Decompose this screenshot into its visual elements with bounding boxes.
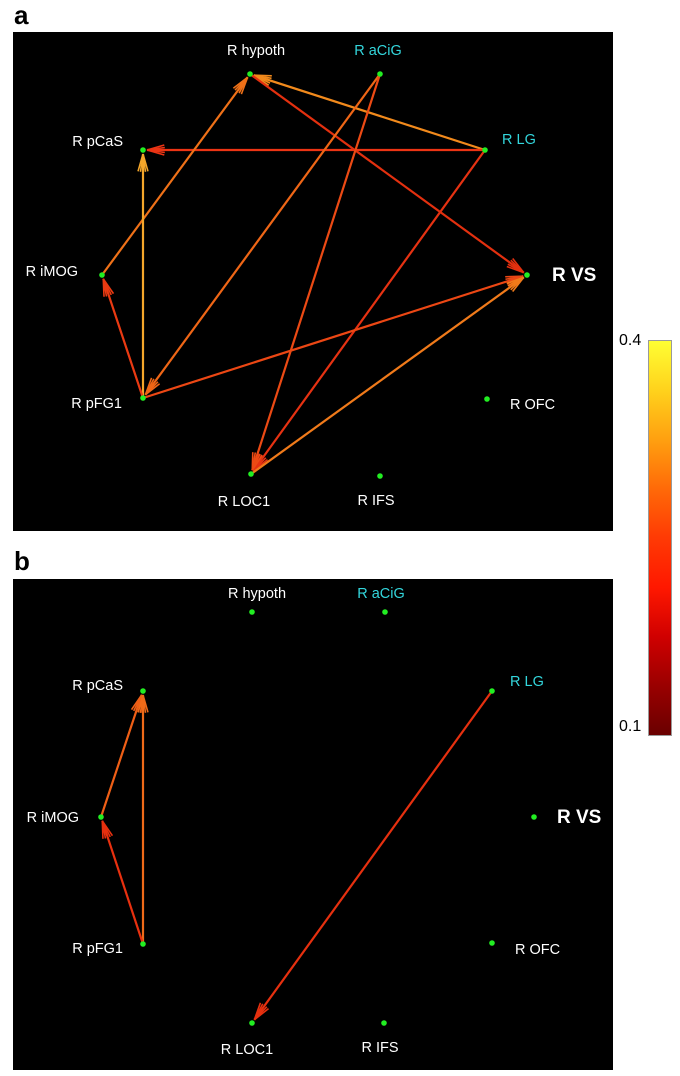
edge-pFG1-to-iMOG [101,820,145,945]
arrowhead-LG-to-hypoth [253,74,272,86]
edge-iMOG-to-hypoth [101,76,249,276]
edge-aCiG-to-LOC1 [251,73,382,471]
node-label-LOC1: R LOC1 [221,1042,273,1058]
node-IFS [381,1020,387,1026]
edge-LG-to-hypoth [253,74,486,152]
node-label-hypoth: R hypoth [228,586,286,602]
arrowhead-LG-to-pCaS [146,144,165,156]
node-label-IFS: R IFS [357,493,394,509]
panel-a-letter: a [14,0,29,30]
node-label-iMOG: R iMOG [27,810,79,826]
node-label-VS: R VS [552,265,596,286]
node-label-hypoth: R hypoth [227,43,285,59]
node-VS [524,272,530,278]
node-label-pFG1: R pFG1 [71,396,122,412]
node-aCiG [382,609,388,615]
node-LOC1 [248,471,254,477]
node-label-iMOG: R iMOG [26,264,78,280]
node-pCaS [140,147,146,153]
node-label-aCiG: R aCiG [354,43,402,59]
panel-b-network: R hypoth R aCiG R pCaS R LG R iMOG R VS R pFG1… [27,586,602,1058]
node-VS [531,814,537,820]
node-IFS [377,473,383,479]
arrowhead-pFG1-to-iMOG [102,278,115,297]
node-pFG1 [140,395,146,401]
node-label-aCiG: R aCiG [357,586,405,602]
node-label-IFS: R IFS [361,1040,398,1056]
node-hypoth [249,609,255,615]
arrowhead-iMOG-to-hypoth [232,76,249,95]
node-label-pCaS: R pCaS [72,678,123,694]
node-aCiG [377,71,383,77]
node-label-OFC: R OFC [510,397,555,413]
arrowhead-aCiG-to-LOC1 [251,452,263,471]
node-iMOG [98,814,104,820]
node-OFC [489,940,495,946]
node-LG [482,147,488,153]
arrowhead-LOC1-to-VS [506,276,525,292]
colorbar-max-label: 0.4 [619,332,642,349]
arrowhead-LG-to-LOC1 [253,1002,270,1021]
edge-LOC1-to-VS [250,276,525,475]
node-pCaS [140,688,146,694]
node-label-OFC: R OFC [515,942,560,958]
edge-pFG1-to-VS [142,275,524,400]
panel-b [13,579,613,1070]
edge-hypoth-to-VS [249,73,525,274]
node-OFC [484,396,490,402]
arrowhead-pFG1-to-pCaS [137,694,149,713]
colorbar [648,340,672,736]
edge-LG-to-LOC1 [253,690,493,1021]
node-label-VS: R VS [557,807,601,828]
node-label-LG: R LG [510,674,544,690]
edge-iMOG-to-pCaS [99,694,143,818]
node-LG [489,688,495,694]
node-label-LOC1: R LOC1 [218,494,270,510]
node-pFG1 [140,941,146,947]
node-label-pFG1: R pFG1 [72,941,123,957]
edge-LG-to-LOC1 [252,149,486,472]
node-LOC1 [249,1020,255,1026]
node-label-LG: R LG [502,132,536,148]
arrowhead-hypoth-to-VS [506,257,525,274]
arrowhead-pFG1-to-iMOG [101,820,114,839]
colorbar-min-label: 0.1 [619,718,642,735]
panel-b-letter: b [14,546,30,576]
arrowhead-pFG1-to-pCaS [137,153,149,172]
node-hypoth [247,71,253,77]
node-label-pCaS: R pCaS [72,134,123,150]
node-iMOG [99,272,105,278]
arrowhead-aCiG-to-pFG1 [144,377,161,396]
edge-aCiG-to-pFG1 [144,73,381,396]
edge-pFG1-to-iMOG [102,278,145,399]
panel-a-network: R hypoth R aCiG R pCaS R LG R iMOG R VS R pFG1… [26,43,597,510]
